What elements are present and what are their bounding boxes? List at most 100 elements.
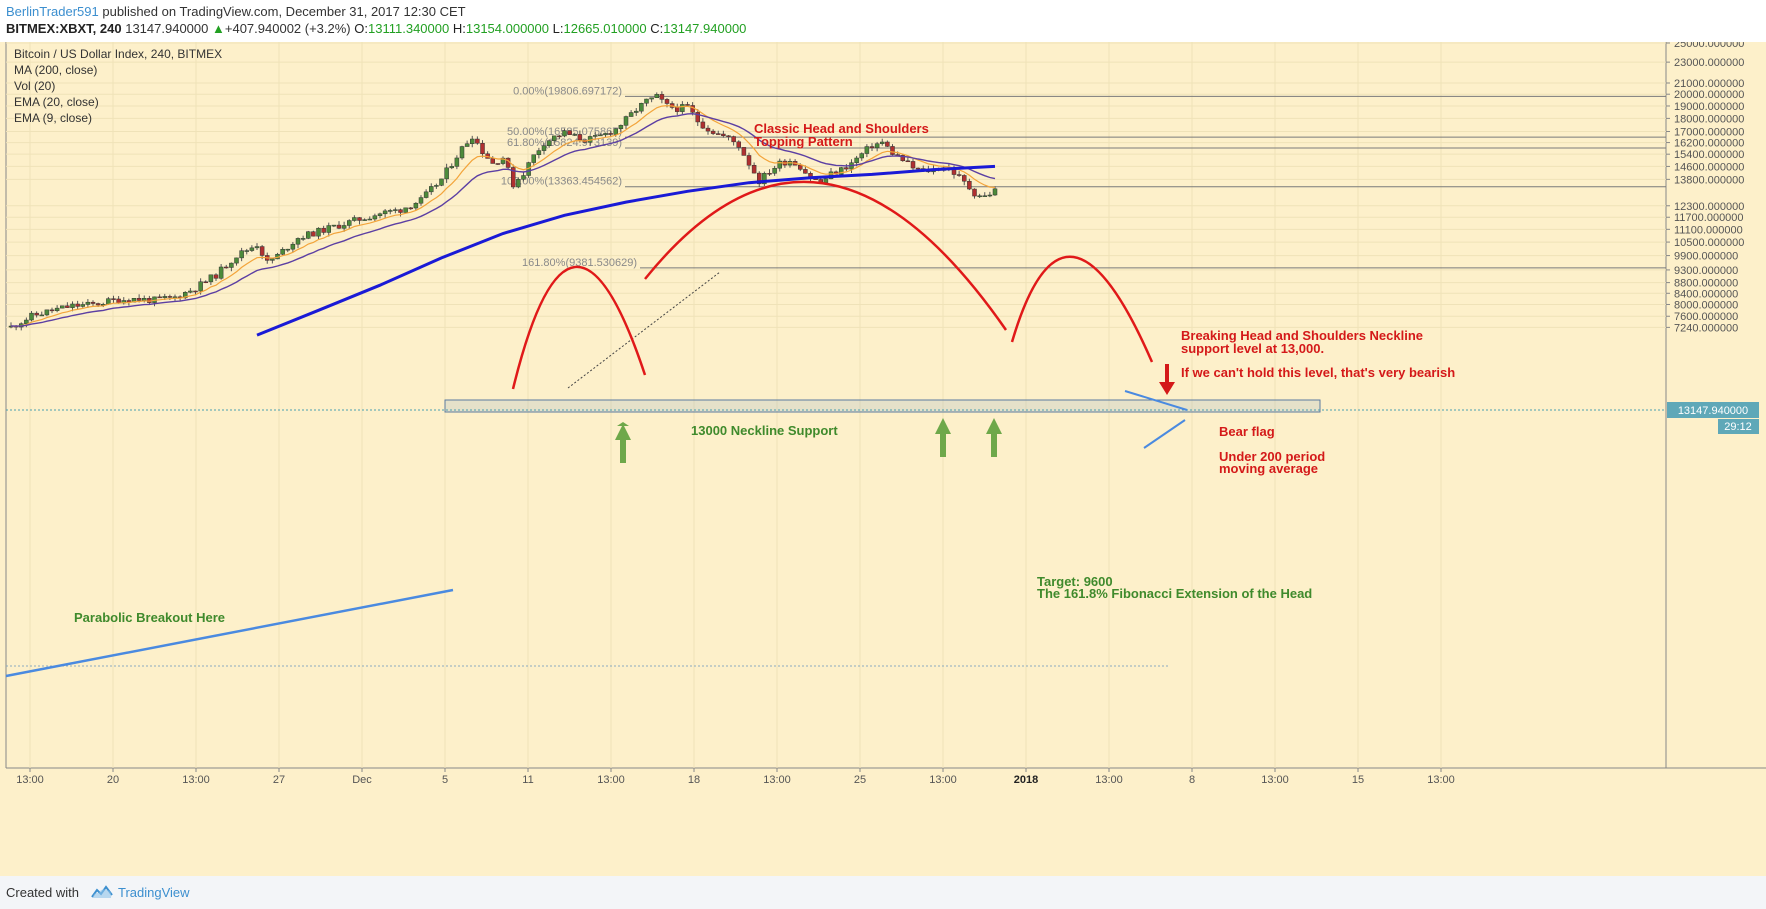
candle-body bbox=[239, 250, 244, 259]
candle-body bbox=[85, 301, 91, 305]
price-tick-label: 18000.000000 bbox=[1674, 113, 1744, 125]
candle-body bbox=[111, 298, 116, 300]
time-tick-label: 18 bbox=[688, 774, 700, 786]
time-tick-label: 13:00 bbox=[16, 774, 44, 786]
ema9-line bbox=[10, 104, 996, 327]
fib-level-label: 61.80%(15824.973139) bbox=[507, 137, 622, 149]
candle-body bbox=[464, 143, 470, 147]
price-tick-label: 16200.000000 bbox=[1674, 138, 1744, 150]
candle-body bbox=[746, 155, 752, 166]
candle-body bbox=[874, 143, 880, 149]
ma200-line bbox=[256, 164, 996, 337]
time-tick-label: 13:00 bbox=[763, 774, 791, 786]
candle-body bbox=[142, 298, 147, 301]
publish-line: BerlinTrader591 published on TradingView… bbox=[6, 4, 466, 19]
candle-body bbox=[628, 112, 634, 117]
candle-body bbox=[741, 147, 747, 156]
candle-body bbox=[449, 166, 454, 169]
candle-body bbox=[475, 138, 480, 144]
price-tick-label: 11700.000000 bbox=[1674, 212, 1744, 224]
price-change: +407.940002 (+3.2%) bbox=[224, 21, 351, 36]
annotation-hs-title-1: Classic Head and Shoulders bbox=[754, 121, 929, 136]
candle-body bbox=[772, 167, 777, 174]
candle-body bbox=[839, 167, 844, 175]
candle-body bbox=[382, 210, 388, 215]
candle-body bbox=[60, 305, 65, 309]
candle-body bbox=[890, 146, 895, 155]
low-value: 12665.010000 bbox=[563, 21, 647, 36]
candle-body bbox=[459, 146, 465, 159]
candle-body bbox=[403, 207, 408, 213]
close-value: 13147.940000 bbox=[663, 21, 747, 36]
candle-body bbox=[915, 167, 921, 170]
candle-body bbox=[644, 98, 649, 104]
candle-body bbox=[777, 160, 782, 169]
candle-body bbox=[972, 188, 977, 197]
candle-body bbox=[736, 141, 741, 148]
time-tick-label: 15 bbox=[1352, 774, 1364, 786]
tradingview-brand-link[interactable]: TradingView bbox=[118, 885, 190, 900]
time-tick-label: 13:00 bbox=[1261, 774, 1289, 786]
candle-body bbox=[259, 246, 265, 256]
annotation-under-ma-1: Under 200 period bbox=[1219, 449, 1325, 464]
green-up-arrow-2 bbox=[935, 418, 951, 457]
candle-body bbox=[659, 94, 665, 100]
candle-body bbox=[864, 146, 870, 154]
candle-body bbox=[362, 219, 367, 221]
candle-body bbox=[249, 247, 255, 251]
candle-body bbox=[572, 134, 577, 136]
candle-body bbox=[798, 164, 803, 170]
candle-body bbox=[429, 186, 434, 193]
author-link[interactable]: BerlinTrader591 bbox=[6, 4, 99, 19]
publish-header: BerlinTrader591 published on TradingView… bbox=[0, 0, 1766, 42]
candle-body bbox=[762, 173, 767, 185]
price-tick-label: 21000.000000 bbox=[1674, 78, 1744, 90]
candle-body bbox=[49, 309, 55, 312]
candle-body bbox=[531, 154, 536, 163]
candle-body bbox=[562, 130, 567, 137]
candle-body bbox=[198, 281, 203, 292]
candle-body bbox=[224, 266, 229, 269]
candle-body bbox=[29, 312, 34, 321]
candle-body bbox=[454, 157, 460, 167]
candle-body bbox=[434, 185, 439, 187]
grid bbox=[6, 42, 1666, 768]
annotation-neckline-break-2: support level at 13,000. bbox=[1181, 341, 1324, 356]
time-tick-label: 8 bbox=[1189, 774, 1195, 786]
candle-body bbox=[731, 136, 736, 143]
candle-body bbox=[75, 303, 80, 307]
open-label: O: bbox=[354, 21, 369, 36]
candle-body bbox=[910, 161, 916, 169]
price-tick-label: 23000.000000 bbox=[1674, 57, 1744, 69]
price-tick-label: 9300.000000 bbox=[1674, 265, 1738, 277]
candle-body bbox=[885, 141, 890, 147]
candle-body bbox=[680, 104, 685, 112]
candle-body bbox=[546, 140, 552, 146]
candle-body bbox=[470, 138, 475, 144]
chart-background bbox=[0, 42, 1766, 876]
green-up-arrow-1 bbox=[615, 422, 631, 463]
candle-body bbox=[188, 290, 193, 293]
candle-body bbox=[521, 175, 526, 180]
candle-body bbox=[982, 195, 987, 197]
price-chart[interactable]: 7240.0000007600.0000008000.0000008400.00… bbox=[0, 42, 1766, 876]
green-up-arrow-3 bbox=[986, 418, 1002, 457]
candle-body bbox=[859, 153, 864, 159]
candle-body bbox=[203, 281, 208, 283]
neckline-zone bbox=[444, 399, 1321, 413]
price-tick-label: 12300.000000 bbox=[1674, 201, 1744, 213]
time-tick-label: 20 bbox=[107, 774, 119, 786]
quote-line: BITMEX:XBXT, 240 13147.940000 ▲+407.9400… bbox=[6, 21, 746, 36]
candle-body bbox=[347, 220, 352, 226]
candle-body bbox=[229, 262, 234, 268]
candle-body bbox=[34, 312, 39, 316]
candle-body bbox=[372, 215, 378, 220]
candle-body bbox=[552, 135, 557, 141]
current-price-label: 13147.940000 bbox=[1678, 405, 1748, 417]
candle-body bbox=[700, 121, 706, 129]
time-tick-label: 2018 bbox=[1014, 774, 1038, 786]
price-tick-label: 7240.000000 bbox=[1674, 322, 1738, 334]
candle-body bbox=[439, 178, 444, 186]
symbol-label: BITMEX:XBXT, 240 bbox=[6, 21, 122, 36]
candle-body bbox=[295, 238, 301, 245]
